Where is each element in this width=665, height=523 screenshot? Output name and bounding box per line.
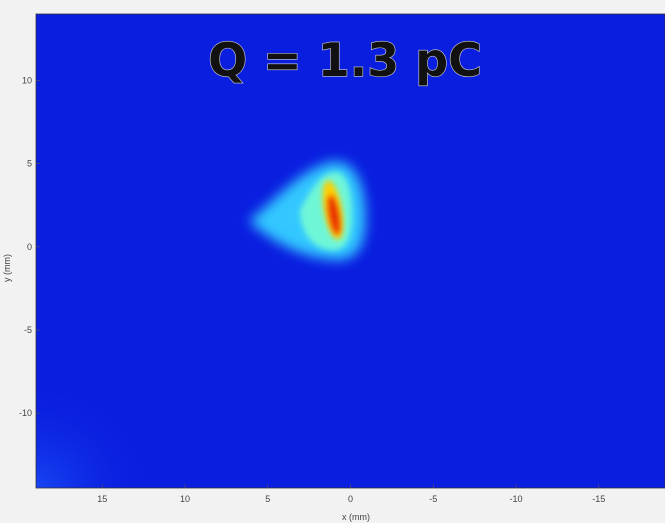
x-tick-label: 5 — [265, 494, 270, 504]
y-tick-label: 5 — [27, 159, 32, 169]
corner-glow — [36, 380, 156, 488]
x-axis-label: x (mm) — [342, 512, 370, 522]
x-tick-label: 0 — [348, 494, 353, 504]
beam-spot — [36, 161, 366, 488]
x-tick-label: 15 — [97, 494, 107, 504]
y-tick-label: -10 — [19, 408, 32, 418]
y-tick-label: -5 — [24, 325, 32, 335]
beam-peak — [327, 195, 341, 235]
y-axis-ticks: 10 5 0 -5 -10 — [19, 76, 40, 418]
x-axis-ticks: 15 10 5 0 -5 -10 -15 — [97, 484, 605, 504]
y-axis-label: y (mm) — [2, 254, 12, 282]
x-tick-label: -15 — [592, 494, 605, 504]
x-tick-label: -10 — [510, 494, 523, 504]
y-tick-label: 0 — [27, 242, 32, 252]
chart-title: Q = 1.3 pC — [208, 33, 482, 87]
x-tick-label: 10 — [180, 494, 190, 504]
y-tick-label: 10 — [22, 76, 32, 86]
x-tick-label: -5 — [429, 494, 437, 504]
